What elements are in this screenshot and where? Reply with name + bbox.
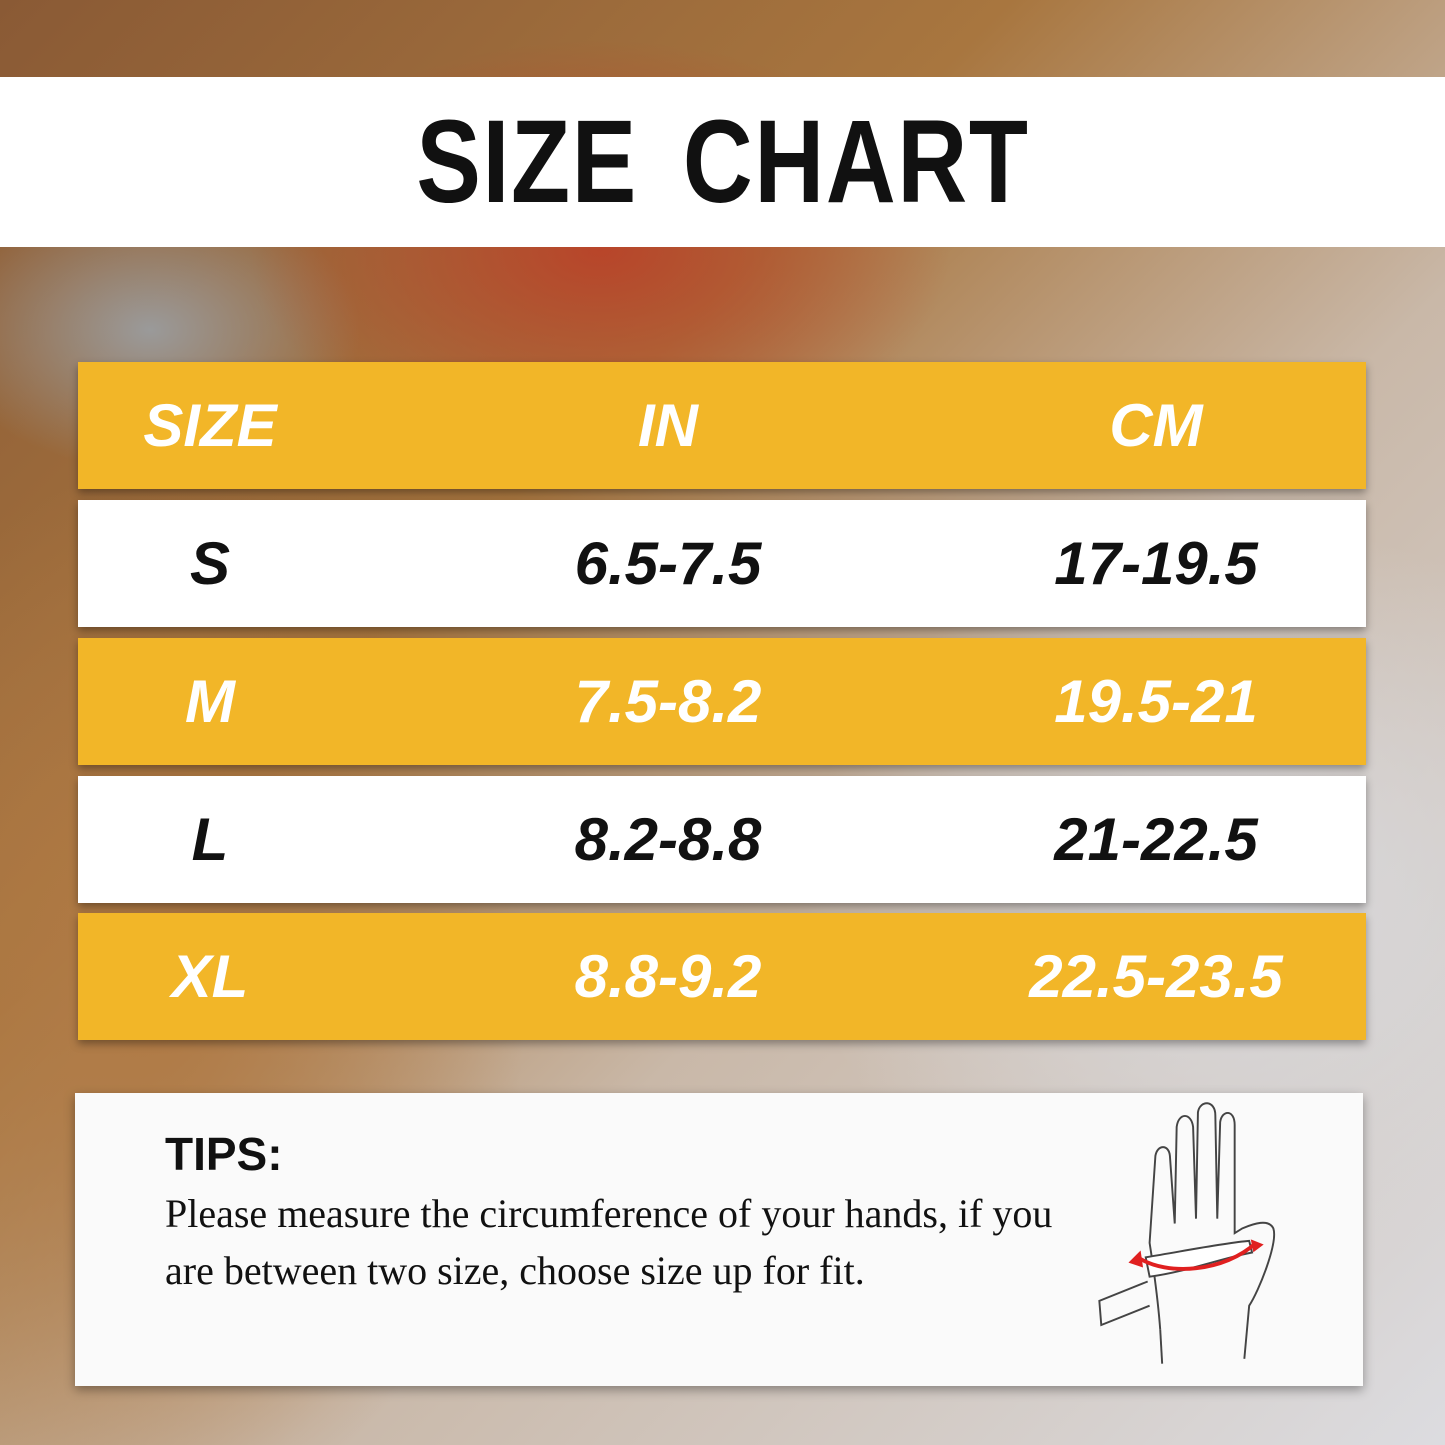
size-cell: S (189, 530, 231, 597)
table-row: M 7.5-8.2 19.5-21 (78, 638, 1366, 765)
table-row: S 6.5-7.5 17-19.5 (78, 500, 1366, 627)
cm-cell: 17-19.5 (1054, 530, 1258, 597)
in-cell: 8.2-8.8 (574, 806, 762, 873)
cm-cell: 21-22.5 (1054, 806, 1258, 873)
hand-measurement-icon (1098, 1102, 1276, 1364)
tips-box: TIPS: Please measure the circumference o… (75, 1093, 1363, 1386)
tips-body: Please measure the circumference of your… (165, 1191, 1053, 1293)
cm-cell: 19.5-21 (1054, 668, 1258, 735)
in-cell: 8.8-9.2 (574, 943, 762, 1010)
size-cell: XL (171, 943, 249, 1010)
title-band: SIZE CHART (0, 77, 1445, 247)
tips-heading: TIPS: (165, 1128, 283, 1180)
table-row: XL 8.8-9.2 22.5-23.5 (78, 913, 1366, 1040)
table-row: L 8.2-8.8 21-22.5 (78, 776, 1366, 903)
in-cell: 7.5-8.2 (574, 668, 762, 735)
table-header: SIZE IN CM (78, 362, 1366, 489)
header-in: IN (638, 392, 698, 459)
page-title: SIZE CHART (415, 96, 1030, 228)
in-cell: 6.5-7.5 (574, 530, 762, 597)
cm-cell: 22.5-23.5 (1029, 943, 1283, 1010)
size-cell: L (191, 806, 229, 873)
size-cell: M (185, 668, 235, 735)
header-size: SIZE (143, 392, 277, 459)
header-cm: CM (1109, 392, 1203, 459)
